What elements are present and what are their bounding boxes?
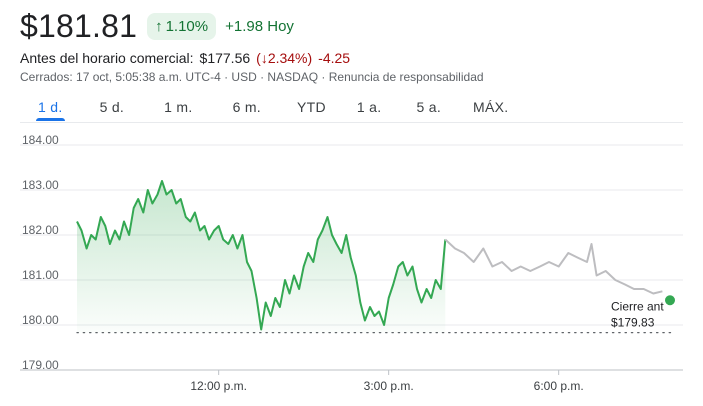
y-tick-label: 182.00 bbox=[22, 223, 59, 237]
regular-session-area bbox=[77, 181, 446, 333]
change-percent-badge: ↑ 1.10% bbox=[147, 13, 217, 40]
y-tick-label: 184.00 bbox=[22, 133, 59, 147]
x-tick-label: 12:00 p.m. bbox=[190, 379, 247, 393]
market-status[interactable]: Cerrados: 17 oct, 5:05:38 a.m. UTC-4 · U… bbox=[20, 70, 484, 84]
tab-range[interactable]: 5 d. bbox=[99, 99, 125, 115]
premarket-row: Antes del horario comercial: $177.56 (↓2… bbox=[20, 50, 350, 66]
tabs-divider bbox=[20, 122, 683, 123]
change-percent: 1.10% bbox=[165, 18, 209, 35]
x-axis-labels: 12:00 p.m. 3:00 p.m. 6:00 p.m. bbox=[190, 370, 584, 393]
y-axis-labels: 184.00 183.00 182.00 181.00 180.00 179.00 bbox=[22, 133, 59, 372]
x-tick-label: 6:00 p.m. bbox=[534, 379, 584, 393]
premarket-price: $177.56 bbox=[199, 50, 251, 66]
current-price: $181.81 bbox=[20, 8, 138, 44]
previous-close-label: Cierre ant bbox=[611, 300, 664, 314]
arrow-up-icon: ↑ bbox=[155, 18, 163, 35]
last-price-dot bbox=[665, 295, 675, 306]
arrow-down-icon: ↓ bbox=[260, 50, 268, 66]
y-tick-label: 180.00 bbox=[22, 313, 59, 327]
y-tick-label: 179.00 bbox=[22, 358, 59, 372]
tab-range[interactable]: MÁX. bbox=[473, 99, 509, 115]
premarket-label: Antes del horario comercial: bbox=[20, 50, 194, 66]
change-today: +1.98 Hoy bbox=[225, 18, 294, 35]
y-tick-label: 181.00 bbox=[22, 268, 59, 282]
x-tick-label: 3:00 p.m. bbox=[364, 379, 414, 393]
regular-session-line bbox=[76, 180, 447, 331]
tab-range[interactable]: 6 m. bbox=[232, 99, 261, 115]
tab-range[interactable]: 1 d. bbox=[36, 96, 65, 121]
after-hours-line bbox=[444, 238, 663, 295]
tab-range[interactable]: YTD bbox=[297, 99, 326, 115]
tab-range[interactable]: 1 m. bbox=[164, 99, 193, 115]
range-tabs: 1 d. 5 d. 1 m. 6 m. YTD 1 a. 5 a. MÁX. bbox=[20, 96, 508, 121]
quote-header: $181.81 ↑ 1.10% +1.98 Hoy bbox=[20, 8, 294, 45]
tab-range[interactable]: 5 a. bbox=[416, 99, 442, 115]
y-tick-label: 183.00 bbox=[22, 178, 59, 192]
previous-close-value: $179.83 bbox=[611, 316, 655, 330]
premarket-paren: ( bbox=[256, 50, 261, 66]
premarket-change-abs: -4.25 bbox=[318, 50, 351, 66]
premarket-change-percent: (↓2.34%) bbox=[256, 50, 312, 66]
tab-range[interactable]: 1 a. bbox=[356, 99, 382, 115]
premarket-change-pct-value: 2.34%) bbox=[267, 50, 313, 66]
